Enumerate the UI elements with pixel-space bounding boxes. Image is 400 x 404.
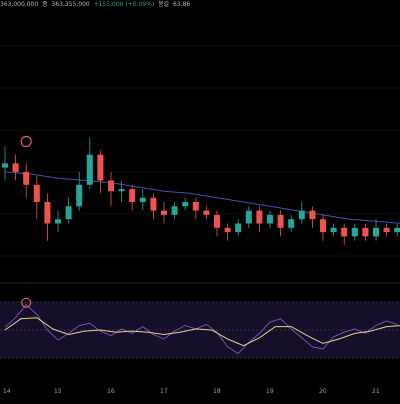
candle-up (171, 206, 178, 215)
x-axis-label: 20 (319, 388, 327, 395)
candle-down (341, 227, 348, 237)
candle-up (65, 206, 72, 220)
rsi-line-path (4, 304, 398, 355)
candle-down (108, 180, 114, 192)
candle-up (351, 227, 358, 237)
candle-down (256, 210, 263, 224)
candle-up (288, 219, 295, 228)
ohlc-value-3: 63.86 (173, 1, 191, 8)
peak-marker-circle (20, 135, 32, 148)
candle-down (362, 227, 369, 237)
x-axis-label: 17 (160, 388, 168, 395)
rsi-peak-marker (21, 297, 32, 308)
candle-up (182, 202, 189, 207)
candle-up (55, 219, 61, 224)
x-axis: 14 15 16 17 18 19 20 21 (3, 388, 380, 395)
x-axis-label: 14 (3, 388, 11, 395)
rsi-peak-marker-circle (21, 297, 32, 308)
candle-down (44, 202, 51, 224)
ohlc-value-1: 363,000,000 (0, 1, 39, 8)
candle-up (86, 154, 93, 185)
rsi-signal-path (4, 317, 400, 347)
x-axis-label: 18 (213, 388, 221, 395)
candle-up (373, 227, 379, 237)
candle-down (203, 210, 210, 215)
candle-up (267, 214, 273, 224)
ohlc-value-2: 363,355,000 (51, 1, 90, 8)
candle-up (235, 223, 242, 233)
candle-up (118, 189, 125, 192)
price-panel[interactable] (2, 135, 400, 246)
candle-up (330, 227, 337, 233)
ohlc-info-bar: 363,000,000 종 363,355,000 +155,000 (+0.0… (0, 0, 192, 12)
candle-down (33, 184, 40, 202)
candle-down (224, 227, 231, 233)
candle-down (12, 163, 19, 172)
rsi-panel[interactable] (0, 297, 400, 359)
candle-down (320, 219, 326, 233)
candle-down (23, 171, 30, 185)
candle-down (161, 210, 167, 215)
candle-up (139, 197, 146, 202)
candle-down (129, 189, 136, 202)
rsi-signal-line (4, 317, 400, 347)
candle-down (309, 210, 316, 220)
candle-up (76, 184, 83, 207)
x-axis-label: 21 (372, 388, 380, 395)
candle-down (383, 227, 390, 233)
peak-marker (20, 135, 32, 148)
ohlc-change: +155,000 (+0.09%) (93, 1, 155, 8)
candle-down (277, 214, 284, 228)
candle-down (97, 154, 104, 181)
candle-down (192, 202, 199, 211)
candle-up (2, 163, 8, 168)
ohlc-prefix-2: 종 (42, 1, 48, 8)
x-axis-label: 15 (54, 388, 62, 395)
rsi-line (4, 304, 398, 355)
x-axis-label: 19 (266, 388, 274, 395)
candle-up (394, 227, 400, 233)
grid-lines (0, 45, 400, 257)
moving-average-path (4, 171, 400, 224)
moving-average-line (4, 171, 400, 224)
candle-down (214, 214, 220, 228)
ohlc-prefix-3: 봉갈 (158, 1, 170, 8)
candlestick-series (2, 137, 400, 245)
candle-up (298, 210, 305, 220)
candle-up (245, 210, 252, 224)
x-axis-label: 16 (107, 388, 115, 395)
candle-down (150, 197, 157, 211)
